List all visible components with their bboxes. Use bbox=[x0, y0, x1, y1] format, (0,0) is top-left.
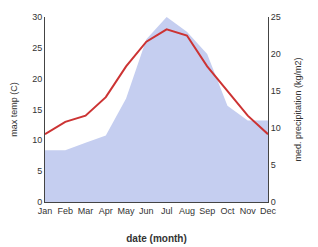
svg-text:0: 0 bbox=[37, 197, 42, 207]
svg-text:25: 25 bbox=[32, 43, 42, 53]
svg-text:10: 10 bbox=[271, 123, 281, 133]
svg-text:15: 15 bbox=[271, 86, 281, 96]
svg-text:Jan: Jan bbox=[38, 206, 53, 216]
svg-text:Apr: Apr bbox=[99, 206, 113, 216]
svg-text:med. precipitation (kg/m2): med. precipitation (kg/m2) bbox=[293, 57, 303, 161]
svg-text:Jun: Jun bbox=[139, 206, 154, 216]
svg-text:Jul: Jul bbox=[161, 206, 173, 216]
svg-text:date (month): date (month) bbox=[126, 233, 187, 244]
svg-text:Aug: Aug bbox=[179, 206, 195, 216]
svg-text:Nov: Nov bbox=[240, 206, 257, 216]
svg-text:15: 15 bbox=[32, 105, 42, 115]
svg-text:30: 30 bbox=[32, 12, 42, 22]
svg-text:Dec: Dec bbox=[260, 206, 277, 216]
svg-text:10: 10 bbox=[32, 135, 42, 145]
svg-text:20: 20 bbox=[271, 49, 281, 59]
svg-text:5: 5 bbox=[271, 160, 276, 170]
svg-text:0: 0 bbox=[271, 197, 276, 207]
svg-text:20: 20 bbox=[32, 74, 42, 84]
svg-text:25: 25 bbox=[271, 12, 281, 22]
svg-text:Feb: Feb bbox=[58, 206, 74, 216]
svg-text:max temp (C): max temp (C) bbox=[9, 82, 19, 137]
svg-text:Oct: Oct bbox=[220, 206, 235, 216]
svg-text:5: 5 bbox=[37, 166, 42, 176]
svg-text:Sep: Sep bbox=[199, 206, 215, 216]
svg-text:May: May bbox=[118, 206, 136, 216]
svg-text:Mar: Mar bbox=[78, 206, 94, 216]
